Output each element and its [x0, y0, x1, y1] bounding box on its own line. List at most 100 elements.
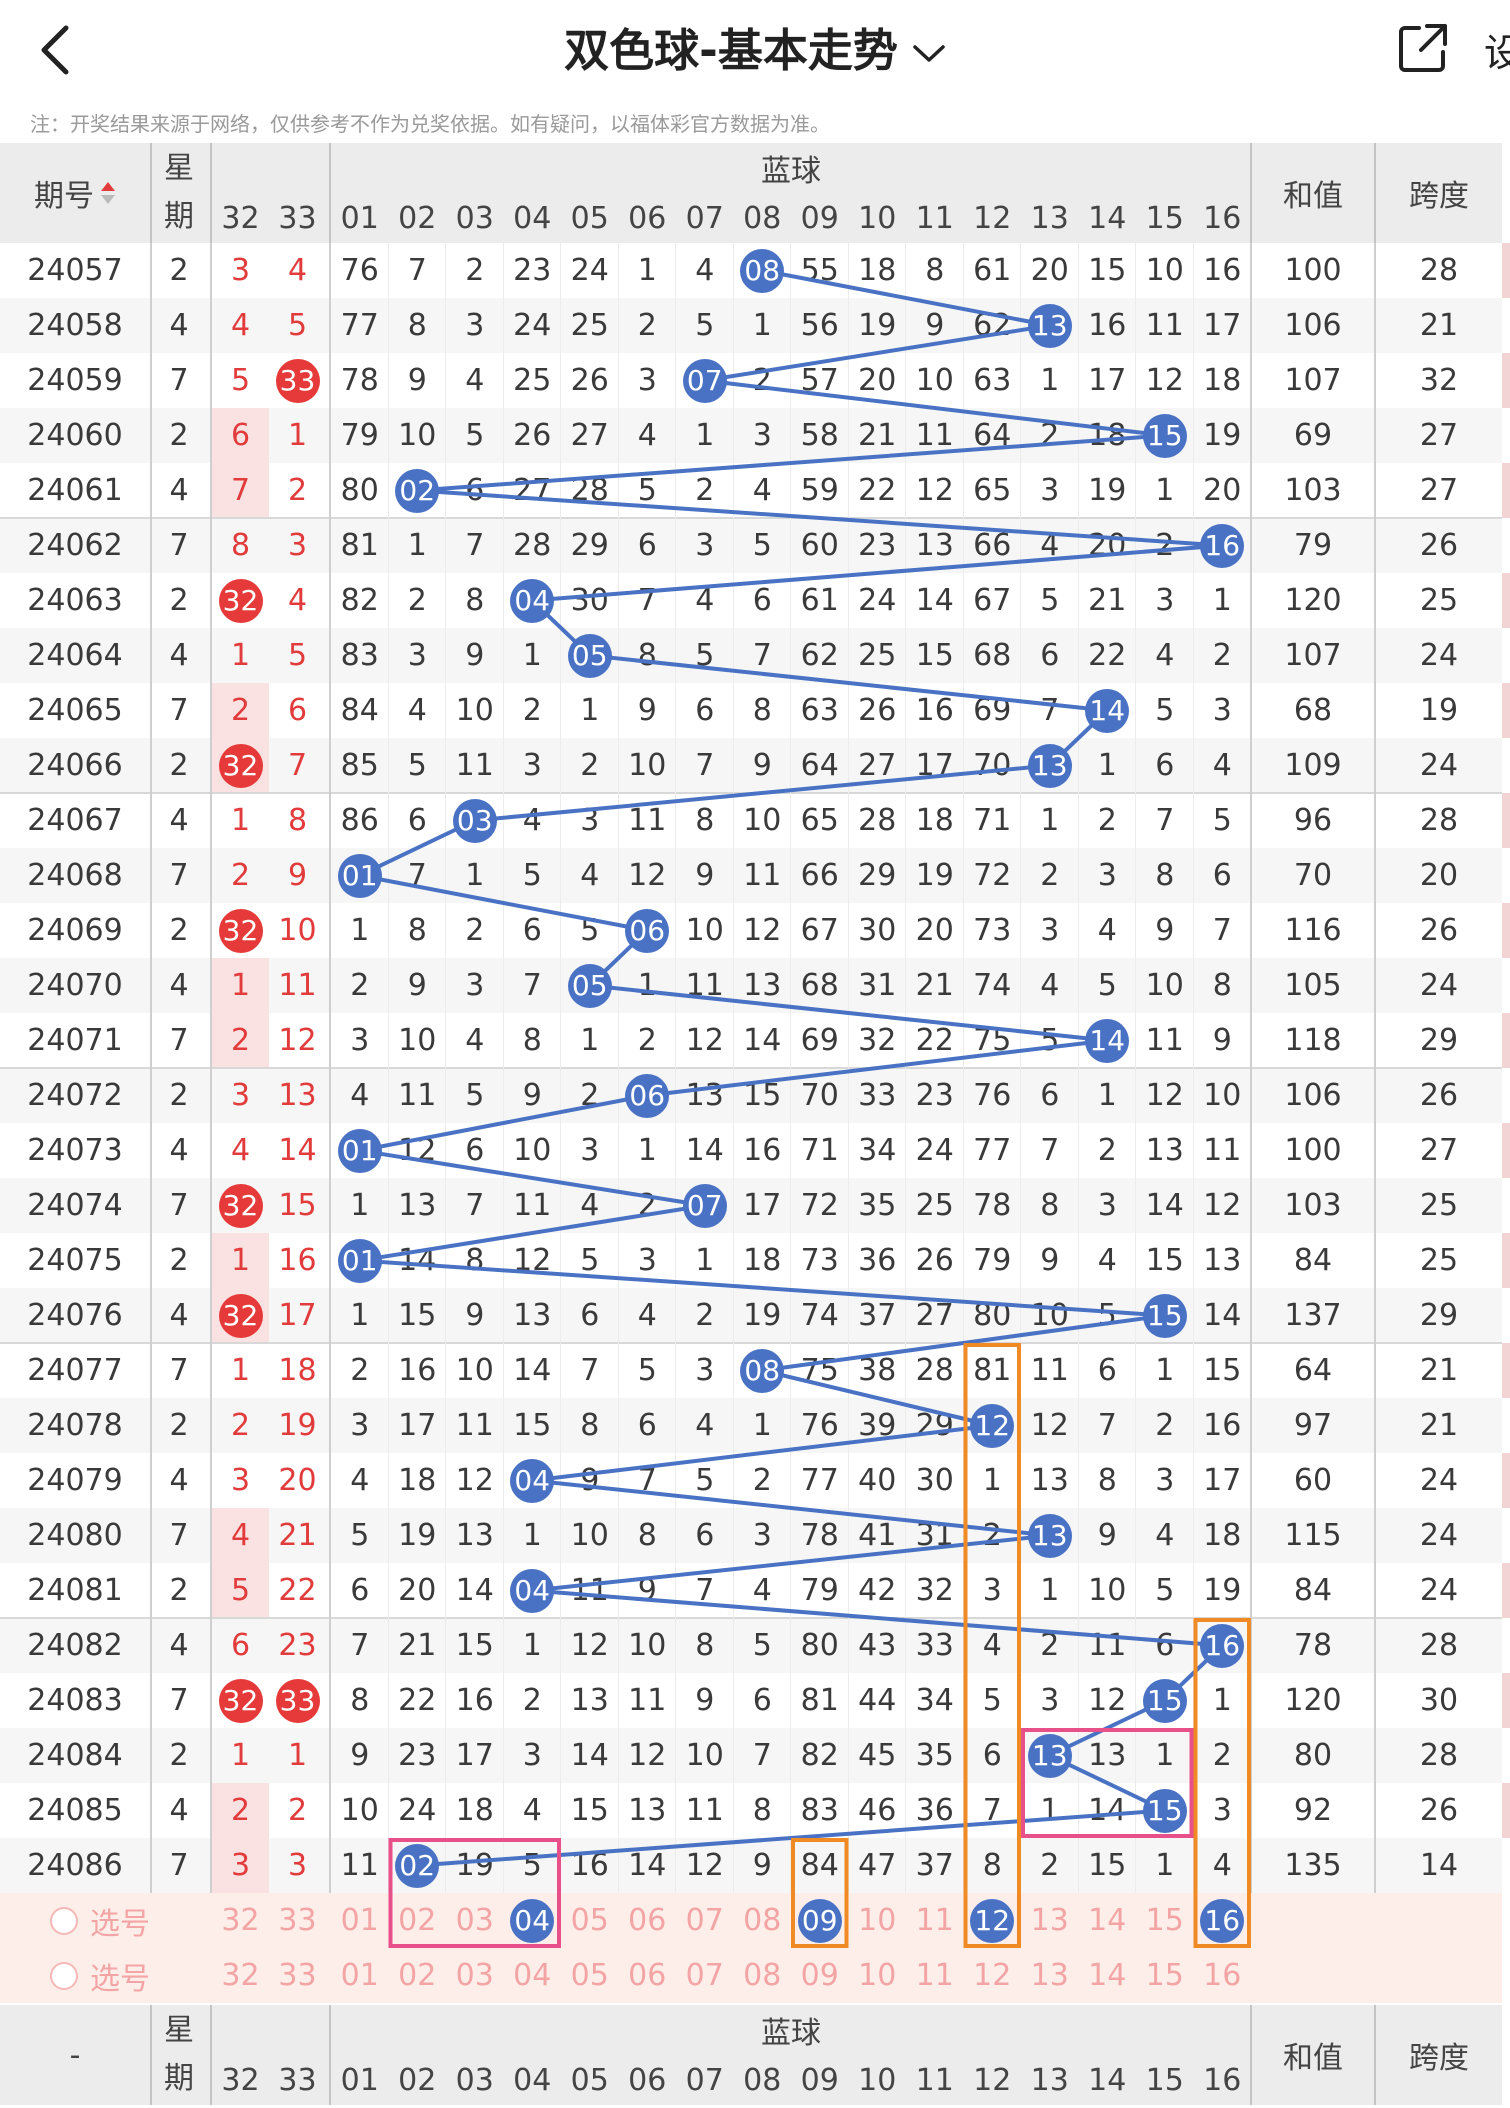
select-blue-number[interactable]: 07	[685, 1958, 724, 1993]
select-blue-number[interactable]: 08	[743, 1903, 782, 1938]
select-blue-number[interactable]: 09	[800, 1958, 839, 1993]
select-blue-number[interactable]: 11	[915, 1958, 954, 1993]
table-row[interactable]: 24076 4 32 17 1 15 9 13 6 4 2 19 74 37 27 80 10 5 15 14 137 2…	[0, 1288, 1502, 1343]
select-blue-number[interactable]: 03	[455, 1958, 494, 1993]
table-row[interactable]: 24065 7 2 6 84 4 10 2 1 9 6 8 63 26 16 69 7 14 5 3 68 19	[0, 683, 1502, 738]
blue-cell: 27	[915, 1298, 954, 1333]
table-row[interactable]: 24073 4 4 14 01 12 6 10 3 1 14 16 71 34 24 77 7 2 13 11 100 2…	[0, 1123, 1502, 1178]
sort-icon[interactable]	[100, 180, 116, 206]
table-row[interactable]: 24075 2 1 16 01 14 8 12 5 3 1 18 73 36 26 79 9 4 15 13 84 25	[0, 1233, 1502, 1288]
table-row[interactable]: 24068 7 2 9 01 7 1 5 4 12 9 11 66 29 19 72 2 3 8 6 70 20	[0, 848, 1502, 903]
select-blue-number[interactable]: 13	[1030, 1958, 1069, 1993]
table-row[interactable]: 24082 4 6 23 7 21 15 1 12 10 8 5 80 43 33 4 2 11 6 16 78 28	[0, 1618, 1502, 1673]
select-blue-number[interactable]: 06	[628, 1903, 667, 1938]
select-red-number[interactable]: 32	[221, 1903, 260, 1938]
table-row[interactable]: 24085 4 2 2 10 24 18 4 15 13 11 8 83 46 36 7 1 14 15 3 92 26	[0, 1783, 1502, 1838]
blue-cell: 1	[1155, 1738, 1175, 1773]
select-blue-number[interactable]: 11	[915, 1903, 954, 1938]
table-row[interactable]: 24080 7 4 21 5 19 13 1 10 8 6 3 78 41 31 2 13 9 4 18 115 24	[0, 1508, 1502, 1563]
settings-button[interactable]: 设	[1484, 31, 1510, 75]
select-blue-number[interactable]: 13	[1030, 1903, 1069, 1938]
select-blue-number[interactable]: 04	[504, 1893, 562, 1948]
select-blue-number[interactable]: 09	[791, 1893, 849, 1948]
blue-cell: 11	[743, 858, 782, 893]
red-cell: 2	[230, 858, 251, 893]
blue-cell: 14	[1079, 1013, 1137, 1068]
select-blue-number[interactable]: 02	[398, 1903, 437, 1938]
table-row[interactable]: 24070 4 1 11 2 9 3 7 05 1 11 13 68 31 21 74 4 5 10 8 105 24	[0, 958, 1502, 1013]
select-blue-number[interactable]: 05	[570, 1958, 609, 1993]
select-blue-number[interactable]: 14	[1088, 1958, 1127, 1993]
blue-cell: 81	[340, 528, 379, 563]
table-row[interactable]: 24078 2 2 19 3 17 11 15 8 6 4 1 76 39 29 12 12 7 2 16 97 21	[0, 1398, 1502, 1453]
blue-column-divider	[905, 243, 906, 2003]
blue-cell: 3	[350, 1408, 370, 1443]
blue-cell: 7	[1212, 913, 1232, 948]
select-blue-number[interactable]: 03	[455, 1903, 494, 1938]
select-blue-number[interactable]: 15	[1145, 1958, 1184, 1993]
period-header[interactable]: -	[0, 2005, 150, 2105]
table-row[interactable]: 24071 7 2 12 3 10 4 8 1 2 12 14 69 32 22 75 5 14 11 9 118 29	[0, 1013, 1502, 1068]
select-blue-number[interactable]: 10	[858, 1903, 897, 1938]
blue-cell: 37	[915, 1848, 954, 1883]
selection-label[interactable]: 选号	[90, 1906, 150, 1942]
select-radio[interactable]	[50, 1907, 78, 1935]
select-blue-number[interactable]: 07	[685, 1903, 724, 1938]
table-row[interactable]: 24081 2 5 22 6 20 14 04 11 9 7 4 79 42 32 3 1 10 5 19 84 24	[0, 1563, 1502, 1618]
select-blue-number[interactable]: 01	[340, 1958, 379, 1993]
period-header[interactable]: 期号	[0, 143, 150, 243]
select-blue-number[interactable]: 01	[340, 1903, 379, 1938]
blue-cell: 30	[570, 583, 609, 618]
select-red-number[interactable]: 33	[278, 1903, 317, 1938]
blue-cell: 36	[915, 1793, 954, 1828]
table-row[interactable]: 24064 4 1 5 83 3 9 1 05 8 5 7 62 25 15 68 6 22 4 2 107 24	[0, 628, 1502, 683]
blue-column-divider	[387, 243, 389, 2003]
select-blue-number[interactable]: 16	[1203, 1958, 1242, 1993]
select-blue-number[interactable]: 16	[1194, 1893, 1252, 1948]
table-row[interactable]: 24067 4 1 8 86 6 03 4 3 11 8 10 65 28 18 71 1 2 7 5 96 28	[0, 793, 1502, 848]
select-red-number[interactable]: 32	[221, 1958, 260, 1993]
table-row[interactable]: 24059 7 5 33 78 9 4 25 26 3 07 2 57 20 10 63 1 17 12 18 107 3…	[0, 353, 1502, 408]
table-row[interactable]: 24083 7 32 33 8 22 16 2 13 11 9 6 81 44 34 5 3 12 15 1 120 30	[0, 1673, 1502, 1728]
table-row[interactable]: 24058 4 4 5 77 8 3 24 25 2 5 1 56 19 9 62 13 16 11 17 106 21	[0, 298, 1502, 353]
table-row[interactable]: 24057 2 3 4 76 7 2 23 24 1 4 08 55 18 8 61 20 15 10 16 100 28	[0, 243, 1502, 298]
table-row[interactable]: 24072 2 3 13 4 11 5 9 2 06 13 15 70 33 23 76 6 1 12 10 106 26	[0, 1068, 1502, 1123]
blue-cell: 8	[407, 913, 427, 948]
table-row[interactable]: 24061 4 7 2 80 02 6 27 28 5 2 4 59 22 12 65 3 19 1 20 103 27	[0, 463, 1502, 518]
blue-cell: 13	[1145, 1133, 1184, 1168]
period-header-label: 期号	[34, 179, 94, 214]
select-blue-number[interactable]: 12	[964, 1893, 1022, 1948]
select-radio[interactable]	[50, 1962, 78, 1990]
table-row[interactable]: 24086 7 3 3 11 02 19 5 16 14 12 9 84 47 37 8 2 15 1 4 135 14	[0, 1838, 1502, 1893]
table-row[interactable]: 24077 7 1 18 2 16 10 14 7 5 3 08 75 38 28 81 11 6 1 15 64 21	[0, 1343, 1502, 1398]
share-icon[interactable]	[1395, 20, 1451, 76]
blue-cell: 78	[973, 1188, 1012, 1223]
page-title[interactable]: 双色球-基本走势	[0, 14, 1510, 79]
select-blue-number[interactable]: 14	[1088, 1903, 1127, 1938]
table-row[interactable]: 24060 2 6 1 79 10 5 26 27 4 1 3 58 21 11 64 2 18 15 19 69 27	[0, 408, 1502, 463]
blue-cell: 79	[973, 1243, 1012, 1278]
select-blue-number[interactable]: 08	[743, 1958, 782, 1993]
select-blue-number[interactable]: 10	[858, 1958, 897, 1993]
blue-ball: 08	[740, 1348, 785, 1393]
table-row[interactable]: 24062 7 8 3 81 1 7 28 29 6 3 5 60 23 13 66 4 20 2 16 79 26	[0, 518, 1502, 573]
select-blue-number[interactable]: 04	[513, 1958, 552, 1993]
back-arrow-icon[interactable]	[30, 22, 80, 78]
select-blue-number[interactable]: 05	[570, 1903, 609, 1938]
select-blue-number[interactable]: 06	[628, 1958, 667, 1993]
table-row[interactable]: 24074 7 32 15 1 13 7 11 4 2 07 17 72 35 25 78 8 3 14 12 103 2…	[0, 1178, 1502, 1233]
table-row[interactable]: 24069 2 32 10 1 8 2 6 5 06 10 12 67 30 20 73 3 4 9 7 116 26	[0, 903, 1502, 958]
table-row[interactable]: 24063 2 32 4 82 2 8 04 30 7 4 6 61 24 14 67 5 21 3 1 120 25	[0, 573, 1502, 628]
blue-cell: 76	[340, 253, 379, 288]
table-row[interactable]: 24079 4 3 20 4 18 12 04 9 7 5 2 77 40 30 1 13 8 3 17 60 24	[0, 1453, 1502, 1508]
table-row[interactable]: 24084 2 1 1 9 23 17 3 14 12 10 7 82 45 35 6 13 13 1 2 80 28	[0, 1728, 1502, 1783]
column-divider	[329, 2005, 331, 2105]
select-red-number[interactable]: 33	[278, 1958, 317, 1993]
sum-cell: 70	[1293, 858, 1333, 893]
select-blue-number[interactable]: 02	[398, 1958, 437, 1993]
table-row[interactable]: 24066 2 32 7 85 5 11 3 2 10 7 9 64 27 17 70 13 1 6 4 109 24	[0, 738, 1502, 793]
select-blue-number[interactable]: 15	[1145, 1903, 1184, 1938]
selection-label[interactable]: 选号	[90, 1961, 150, 1997]
period-cell: 24072	[27, 1078, 123, 1113]
select-blue-number[interactable]: 12	[973, 1958, 1012, 1993]
